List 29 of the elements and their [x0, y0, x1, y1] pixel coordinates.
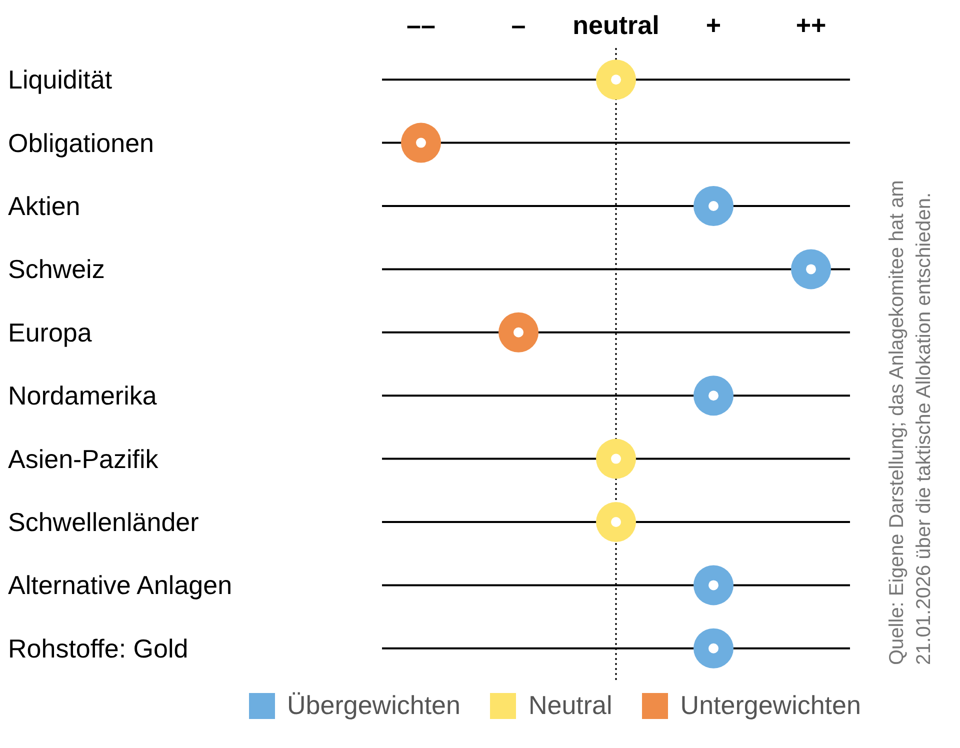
legend-label: Übergewichten [287, 690, 460, 721]
y-tick-label: Asien-Pazifik [8, 444, 160, 474]
point [596, 60, 636, 100]
point [694, 186, 734, 226]
point [401, 122, 441, 163]
point [791, 249, 831, 290]
point [694, 628, 734, 668]
point [596, 502, 636, 542]
legend-label: Untergewichten [680, 690, 861, 721]
y-tick-label: Alternative Anlagen [8, 570, 232, 600]
y-tick-label: Europa [8, 317, 92, 348]
text: neutral [572, 10, 660, 40]
point [498, 312, 538, 352]
y-tick-label: Obligationen [8, 128, 154, 158]
text: –– [406, 10, 436, 40]
y-tick-label: Rohstoffe: Gold [8, 633, 188, 664]
y-tick-label: Schwellenländer [8, 507, 200, 537]
legend-label: Neutral [528, 690, 612, 721]
y-tick-label: Liquidität [8, 64, 113, 95]
text: + [706, 10, 722, 40]
point [694, 565, 734, 606]
y-tick-label: Aktien [8, 191, 80, 221]
text: – [511, 10, 526, 40]
text: ++ [796, 10, 826, 40]
point [596, 438, 636, 479]
point [694, 376, 734, 416]
y-tick-label: Nordamerika [8, 380, 158, 411]
source-note: Quelle: Eigene Darstellung; das Anlagekomitee hat am 21.01.2026 über die taktische Allokation entschieden. [885, 179, 936, 665]
y-tick-label: Schweiz [8, 254, 105, 284]
